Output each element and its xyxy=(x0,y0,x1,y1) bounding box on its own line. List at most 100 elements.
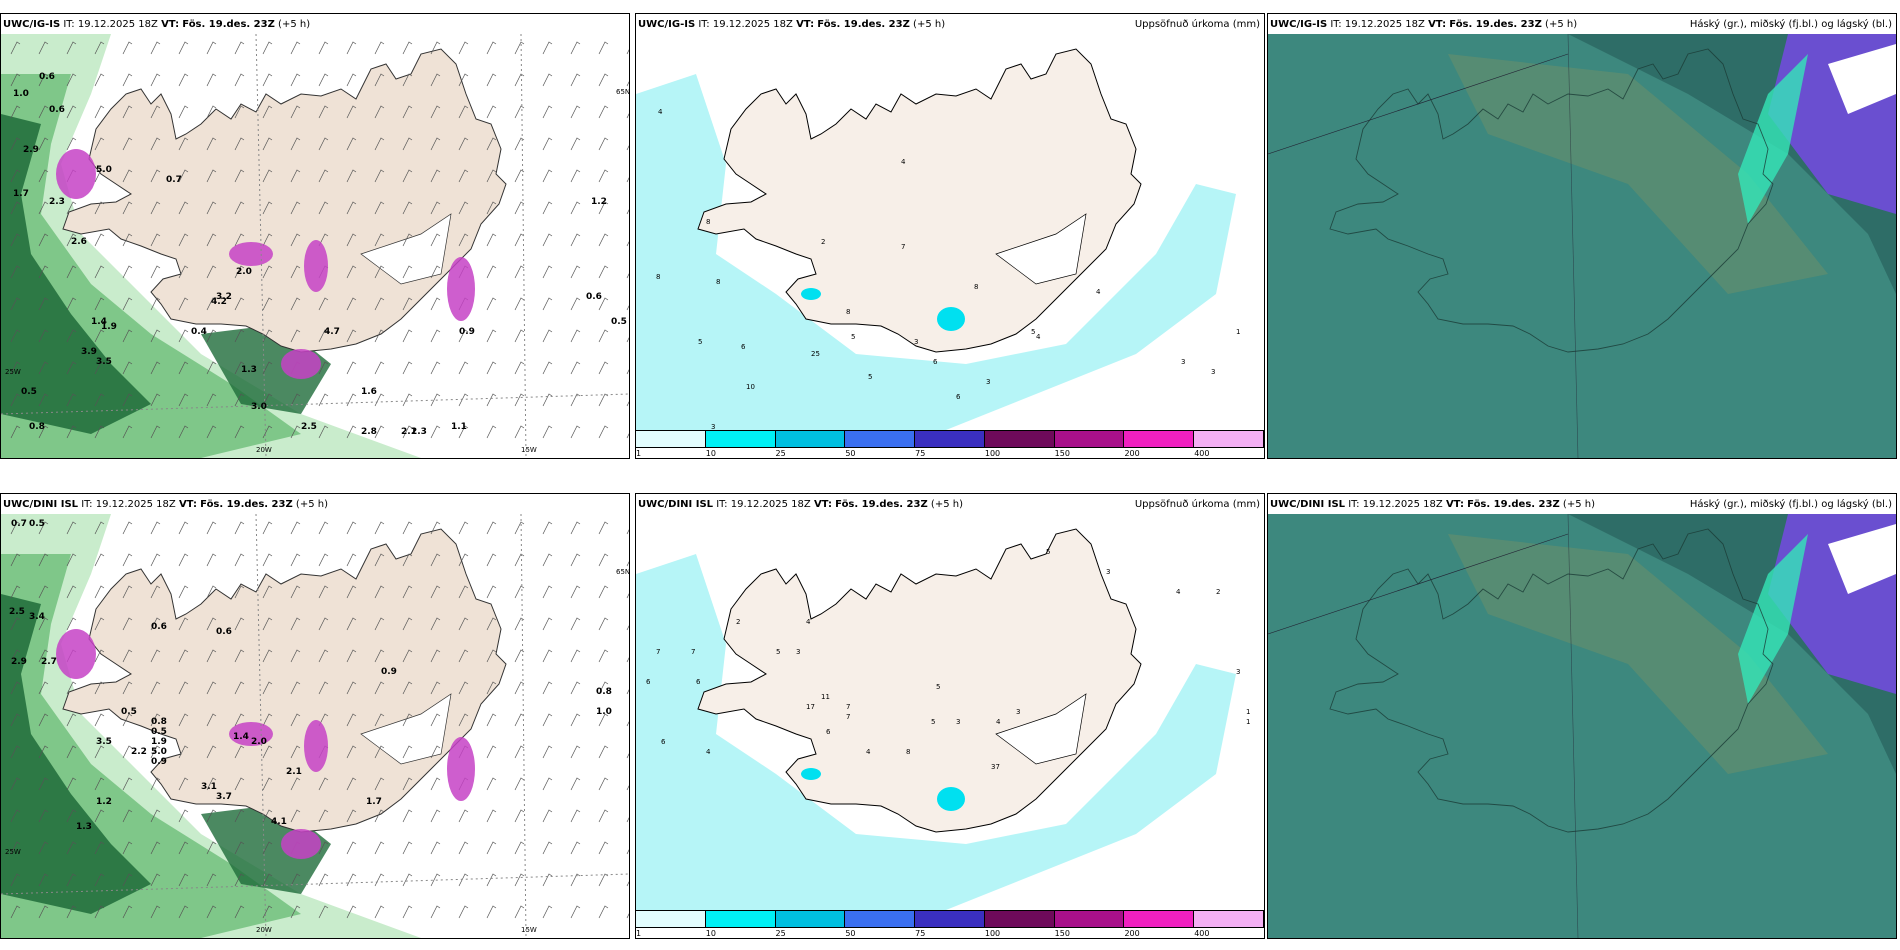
panel-title: UWC/IG-IS IT: 19.12.2025 18Z VT: Fös. 19… xyxy=(3,19,310,30)
panel-title: UWC/DINI ISL IT: 19.12.2025 18Z VT: Fös.… xyxy=(3,499,328,510)
map-value-label: 17 xyxy=(806,703,815,711)
it-label: IT: xyxy=(81,499,93,510)
map-value-label: 3.7 xyxy=(216,792,232,802)
colorbar-swatch xyxy=(915,911,985,927)
axis-label: 20W xyxy=(256,926,272,934)
map-area: 0.6 1.0 0.6 2.9 5.0 1.7 2.3 3.2 0.7 4.2 1.9 3.5 0.8 0… xyxy=(1,34,629,458)
map-value-label: 3 xyxy=(986,378,990,386)
colorbar-tick: 400 xyxy=(1194,449,1210,458)
map-value-label: 2.5 xyxy=(301,422,317,432)
map-value-label: 0.5 xyxy=(611,317,627,327)
map-value-label: 5.0 xyxy=(96,165,112,175)
map-value-label: 4 xyxy=(996,718,1001,726)
map-value-label: 2.6 xyxy=(71,237,87,247)
vt-value: Fös. 19.des. 23Z xyxy=(1467,499,1560,510)
axis-label: 15W xyxy=(521,446,537,454)
it-label: IT: xyxy=(716,499,728,510)
vt-label: VT: xyxy=(1428,19,1447,30)
colorbar-swatch xyxy=(705,431,776,447)
axis-label: 25W xyxy=(5,848,21,856)
map-value-label: 0.6 xyxy=(151,622,167,632)
map-value-label: 8 xyxy=(706,218,710,226)
map-value-label: 3.2 xyxy=(216,292,232,302)
map-area xyxy=(1268,514,1896,938)
vt-value: Fös. 19.des. 23Z xyxy=(817,19,910,30)
vt-label: VT: xyxy=(1445,499,1464,510)
map-value-label: 2.5 xyxy=(9,607,25,617)
map-value-label: 4 xyxy=(1036,333,1041,341)
panel-title: UWC/DINI ISL IT: 19.12.2025 18Z VT: Fös.… xyxy=(1270,499,1595,510)
map-value-label: 0.8 xyxy=(29,422,45,432)
colorbar-tick: 400 xyxy=(1194,929,1210,938)
map-value-label: 2.1 xyxy=(286,767,302,777)
colorbar-swatch xyxy=(1194,431,1264,447)
map-value-label: 7 xyxy=(691,648,695,656)
map-value-label: 4 xyxy=(706,748,711,756)
map-value-label: 5 xyxy=(698,338,702,346)
map-value-label: 4.7 xyxy=(324,327,340,337)
map-value-label: 1.9 xyxy=(151,737,167,747)
colorbar-tick: 200 xyxy=(1124,449,1140,458)
colorbar: 1 10 25 50 75 100 150 200 400 xyxy=(636,910,1264,938)
map-value-label: 2.8 xyxy=(361,427,377,437)
map-value-label: 2.3 xyxy=(411,427,427,437)
vt-value: Fös. 19.des. 23Z xyxy=(182,19,275,30)
map-value-label: 5 xyxy=(776,648,780,656)
colorbar-tick: 25 xyxy=(775,449,786,458)
map-value-label: 1.6 xyxy=(361,387,377,397)
map-value-label: 0.8 xyxy=(151,717,167,727)
colorbar-tick: 25 xyxy=(775,929,786,938)
map-value-label: 2.9 xyxy=(11,657,27,667)
colorbar-tick: 10 xyxy=(705,929,716,938)
it-value: 19.12.2025 18Z xyxy=(730,499,811,510)
field-title: Uppsöfnuð úrkoma (mm) xyxy=(1134,19,1260,30)
map-value-label: 1.7 xyxy=(366,797,382,807)
colorbar-swatch xyxy=(636,911,706,927)
map-value-label: 3 xyxy=(1211,368,1215,376)
map-value-label: 2 xyxy=(736,618,740,626)
map-value-label: 0.5 xyxy=(29,519,45,529)
map-value-label: 2 xyxy=(821,238,825,246)
panel-title: UWC/IG-IS IT: 19.12.2025 18Z VT: Fös. 19… xyxy=(1270,19,1577,30)
map-value-label: 8 xyxy=(974,283,978,291)
map-value-label: 6 xyxy=(741,343,746,351)
map-value-label: 8 xyxy=(906,748,910,756)
map-value-label: 1.3 xyxy=(76,822,92,832)
map-value-label: 3.0 xyxy=(251,402,267,412)
colorbar-tick: 100 xyxy=(984,929,1001,938)
map-value-label: 2.1 xyxy=(401,427,417,437)
map-value-label: 1.4 xyxy=(91,317,107,327)
map-value-label: 4 xyxy=(866,748,871,756)
map-value-label: 5 xyxy=(868,373,872,381)
field-title: Háský (gr.), miðský (fj.bl.) og lágský (… xyxy=(1689,19,1892,30)
map-value-label: 3.5 xyxy=(96,737,112,747)
map-value-label: 4 xyxy=(806,618,811,626)
lead-time: (+5 h) xyxy=(930,499,963,510)
map-value-label: 8 xyxy=(716,278,720,286)
colorbar-swatch xyxy=(775,431,846,447)
colorbar-swatch xyxy=(1194,911,1264,927)
axis-label: 20W xyxy=(256,446,272,454)
map-value-label: 5 xyxy=(931,718,935,726)
map-value-label: 3 xyxy=(711,423,715,431)
colorbar-swatch xyxy=(845,431,916,447)
map-value-label: 3 xyxy=(1106,568,1110,576)
map-value-label: 8 xyxy=(656,273,660,281)
map-value-label: 0.9 xyxy=(381,667,397,677)
model-name: UWC/IG-IS xyxy=(638,19,696,30)
panel-title: UWC/DINI ISL IT: 19.12.2025 18Z VT: Fös.… xyxy=(638,499,963,510)
map-value-label: 3 xyxy=(914,338,918,346)
colorbar-swatch xyxy=(984,431,1055,447)
map-value-label: 0.9 xyxy=(459,327,475,337)
it-value: 19.12.2025 18Z xyxy=(95,499,176,510)
vt-value: Fös. 19.des. 23Z xyxy=(1449,19,1542,30)
colorbar-swatch xyxy=(984,911,1055,927)
map-value-label: 5 xyxy=(851,333,855,341)
map-value-label: 5 xyxy=(936,683,940,691)
colorbar-swatch xyxy=(705,911,776,927)
map-value-label: 25 xyxy=(811,350,820,358)
map-value-label: 1.2 xyxy=(96,797,112,807)
colorbar-tick: 75 xyxy=(915,449,926,458)
map-value-label: 3 xyxy=(796,648,800,656)
map-area: 7 7 6 6 6 4 2 5 3 4 17 11 7 7 6 4 5 8 5 3 4 5 3 2 3 1 1 37 3 4 xyxy=(636,514,1264,938)
